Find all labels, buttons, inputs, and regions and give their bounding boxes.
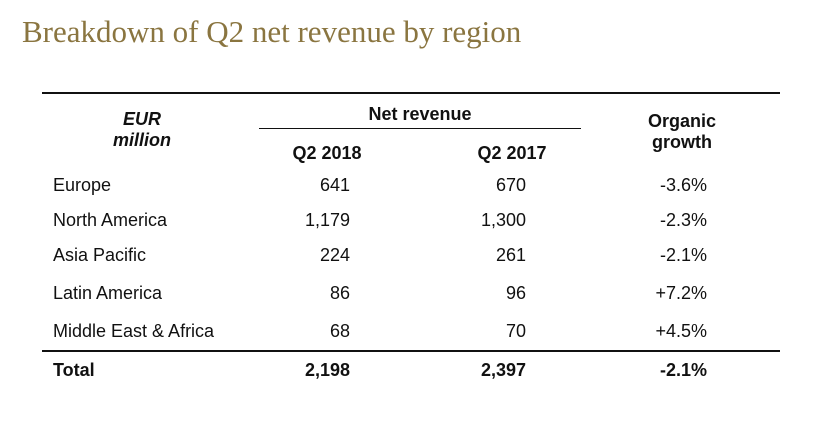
value-q2-2018: 641 xyxy=(319,175,350,195)
organic-growth-value: +4.5% xyxy=(655,321,707,341)
organic-growth-header-line1: Organic xyxy=(647,111,717,131)
value-q2-2018: 1,179 xyxy=(304,210,350,230)
total-q2-2017: 2,397 xyxy=(480,360,526,380)
table-top-rule xyxy=(42,92,780,94)
column-header-q2-2017: Q2 2017 xyxy=(477,143,547,163)
region-label: Europe xyxy=(53,175,112,195)
page-title: Breakdown of Q2 net revenue by region xyxy=(22,14,522,49)
region-label: Middle East & Africa xyxy=(53,321,215,341)
total-organic-growth: -2.1% xyxy=(659,360,707,380)
table-row: Asia Pacific 224 261 -2.1% xyxy=(42,245,780,275)
table-row: Middle East & Africa 68 70 +4.5% xyxy=(42,321,780,351)
value-q2-2017: 261 xyxy=(495,245,526,265)
net-revenue-group-rule xyxy=(259,128,581,129)
total-rule xyxy=(42,350,780,352)
total-q2-2018: 2,198 xyxy=(304,360,350,380)
value-q2-2018: 86 xyxy=(329,283,350,303)
total-row: Total 2,198 2,397 -2.1% xyxy=(42,360,780,390)
organic-growth-header-line2: growth xyxy=(652,132,712,152)
value-q2-2017: 1,300 xyxy=(480,210,526,230)
value-q2-2018: 224 xyxy=(319,245,350,265)
organic-growth-value: -3.6% xyxy=(659,175,707,195)
unit-header-line2: million xyxy=(113,130,171,150)
value-q2-2017: 670 xyxy=(495,175,526,195)
region-label: Latin America xyxy=(53,283,163,303)
table-row: Europe 641 670 -3.6% xyxy=(42,175,780,205)
organic-growth-value: +7.2% xyxy=(655,283,707,303)
value-q2-2018: 68 xyxy=(329,321,350,341)
organic-growth-header: Organic growth xyxy=(622,111,742,153)
net-revenue-group-header: Net revenue xyxy=(368,104,472,124)
revenue-table: EUR million Net revenue Q2 2018 Q2 2017 … xyxy=(42,92,780,392)
table-row: North America 1,179 1,300 -2.3% xyxy=(42,210,780,240)
value-q2-2017: 70 xyxy=(505,321,526,341)
unit-header: EUR million xyxy=(102,109,182,151)
region-label: Asia Pacific xyxy=(53,245,147,265)
value-q2-2017: 96 xyxy=(505,283,526,303)
organic-growth-value: -2.1% xyxy=(659,245,707,265)
organic-growth-value: -2.3% xyxy=(659,210,707,230)
total-label: Total xyxy=(53,360,95,380)
region-label: North America xyxy=(53,210,168,230)
column-header-q2-2018: Q2 2018 xyxy=(292,143,362,163)
table-row: Latin America 86 96 +7.2% xyxy=(42,283,780,313)
unit-header-line1: EUR xyxy=(122,109,161,129)
